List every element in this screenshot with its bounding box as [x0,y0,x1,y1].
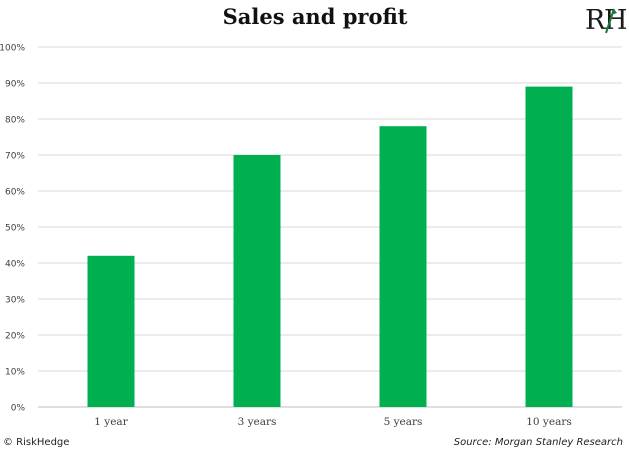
chart-title: Sales and profit [222,4,408,29]
gridlines [38,46,622,408]
x-tick-label: 1 year [94,416,128,428]
y-tick-label: 0% [11,404,26,414]
bar-1-year [87,255,135,407]
y-tick-label: 50% [5,224,25,234]
svg-text:R: R [585,5,606,35]
y-tick-label: 10% [5,368,25,378]
y-tick-label: 90% [5,80,25,90]
y-tick-label: 30% [5,296,25,306]
y-tick-label: 80% [5,116,25,126]
y-tick-label: 60% [5,188,25,198]
x-axis-ticks: 1 year 3 years 5 years 10 years [94,416,571,428]
riskhedge-logo-icon: R H [585,5,628,35]
y-axis-ticks: 0% 10% 20% 30% 40% 50% 60% 70% 80% 90% 100% [0,44,25,414]
bar-3-years [233,155,281,407]
x-tick-label: 5 years [384,416,423,428]
copyright-text: © RiskHedge [3,437,70,448]
svg-text:H: H [604,5,628,35]
y-tick-label: 70% [5,152,25,162]
bar-5-years [379,126,427,407]
y-tick-label: 40% [5,260,25,270]
x-tick-label: 10 years [526,416,572,428]
x-tick-label: 3 years [238,416,277,428]
bar-10-years [525,86,573,407]
source-text: Source: Morgan Stanley Research [453,437,623,448]
y-tick-label: 20% [5,332,25,342]
y-tick-label: 100% [0,44,25,54]
bars [87,86,573,407]
